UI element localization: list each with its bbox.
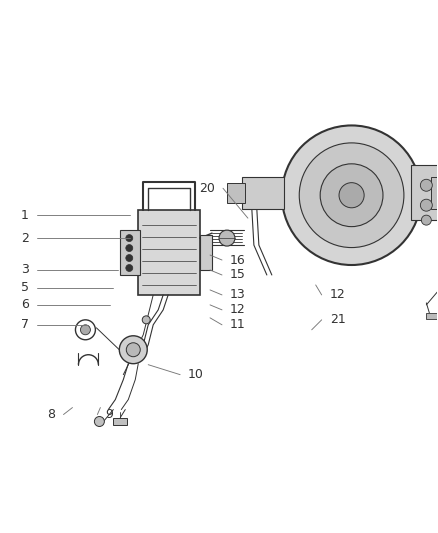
Bar: [242, 177, 284, 209]
Bar: [426, 313, 438, 319]
Bar: [138, 210, 200, 295]
Circle shape: [126, 264, 133, 271]
Text: 12: 12: [230, 303, 246, 317]
Circle shape: [126, 235, 133, 241]
Circle shape: [126, 343, 140, 357]
Circle shape: [282, 125, 421, 265]
Circle shape: [320, 164, 383, 227]
Circle shape: [119, 336, 147, 364]
Circle shape: [420, 179, 432, 191]
Text: 13: 13: [230, 288, 246, 301]
Bar: [113, 417, 127, 425]
Circle shape: [95, 416, 104, 426]
Text: 9: 9: [106, 408, 113, 421]
Text: 2: 2: [21, 232, 28, 245]
Bar: [200, 235, 212, 270]
Text: 3: 3: [21, 263, 28, 277]
Text: 10: 10: [188, 368, 204, 381]
Circle shape: [219, 230, 235, 246]
Bar: [120, 230, 140, 275]
Text: 21: 21: [330, 313, 346, 326]
Circle shape: [142, 316, 150, 324]
Text: 6: 6: [21, 298, 28, 311]
Circle shape: [299, 143, 404, 247]
Circle shape: [81, 325, 90, 335]
Text: 8: 8: [47, 408, 56, 421]
Circle shape: [126, 245, 133, 252]
Bar: [227, 183, 245, 203]
Text: 16: 16: [230, 254, 246, 266]
Bar: [431, 177, 438, 209]
Text: 1: 1: [21, 208, 28, 222]
Circle shape: [420, 199, 432, 211]
Bar: [411, 165, 438, 220]
Circle shape: [339, 183, 364, 208]
Text: 15: 15: [230, 269, 246, 281]
Text: 12: 12: [330, 288, 346, 301]
Circle shape: [126, 255, 133, 262]
Circle shape: [421, 215, 431, 225]
Text: 7: 7: [21, 318, 28, 332]
Text: 5: 5: [21, 281, 28, 294]
Text: 20: 20: [199, 182, 215, 195]
Text: 11: 11: [230, 318, 246, 332]
